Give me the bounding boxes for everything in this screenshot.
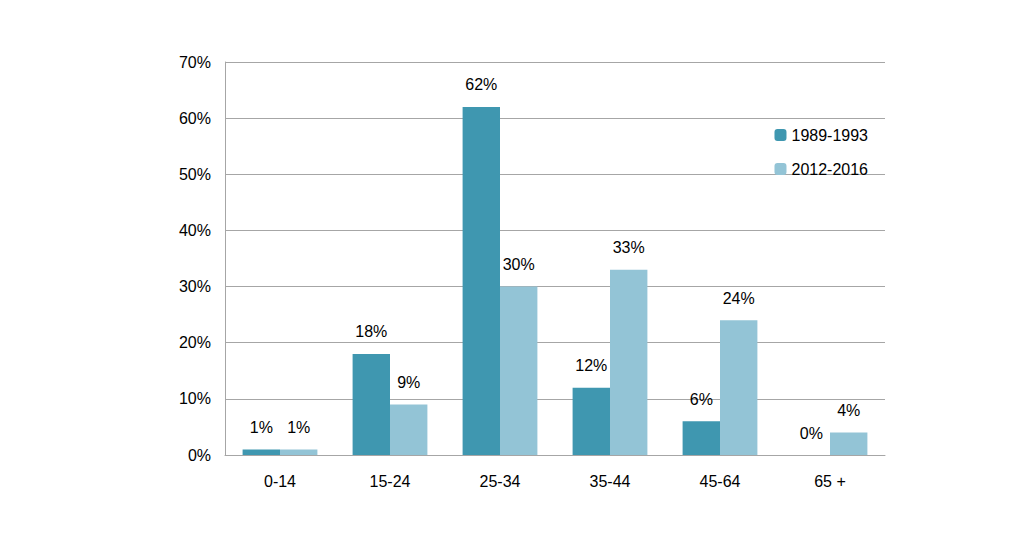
svg-text:9%: 9%	[397, 374, 420, 391]
svg-text:45-64: 45-64	[700, 473, 741, 490]
svg-text:30%: 30%	[179, 278, 211, 295]
svg-text:6%: 6%	[690, 391, 713, 408]
svg-text:10%: 10%	[179, 390, 211, 407]
svg-text:0%: 0%	[800, 425, 823, 442]
svg-text:62%: 62%	[465, 76, 497, 93]
svg-text:1989-1993: 1989-1993	[791, 127, 868, 144]
svg-text:0%: 0%	[188, 447, 211, 464]
svg-text:4%: 4%	[837, 402, 860, 419]
svg-text:24%: 24%	[723, 290, 755, 307]
svg-text:0-14: 0-14	[264, 473, 296, 490]
svg-text:40%: 40%	[179, 222, 211, 239]
svg-text:35-44: 35-44	[590, 473, 631, 490]
svg-text:60%: 60%	[179, 110, 211, 127]
svg-text:30%: 30%	[503, 256, 535, 273]
svg-text:70%: 70%	[179, 54, 211, 71]
svg-text:12%: 12%	[575, 357, 607, 374]
svg-text:18%: 18%	[355, 323, 387, 340]
svg-text:1%: 1%	[250, 419, 273, 436]
svg-text:33%: 33%	[613, 239, 645, 256]
svg-text:1%: 1%	[287, 419, 310, 436]
svg-text:20%: 20%	[179, 334, 211, 351]
svg-text:50%: 50%	[179, 166, 211, 183]
svg-text:65 +: 65 +	[814, 473, 846, 490]
svg-text:2012-2016: 2012-2016	[791, 161, 868, 178]
svg-text:25-34: 25-34	[480, 473, 521, 490]
svg-text:15-24: 15-24	[370, 473, 411, 490]
